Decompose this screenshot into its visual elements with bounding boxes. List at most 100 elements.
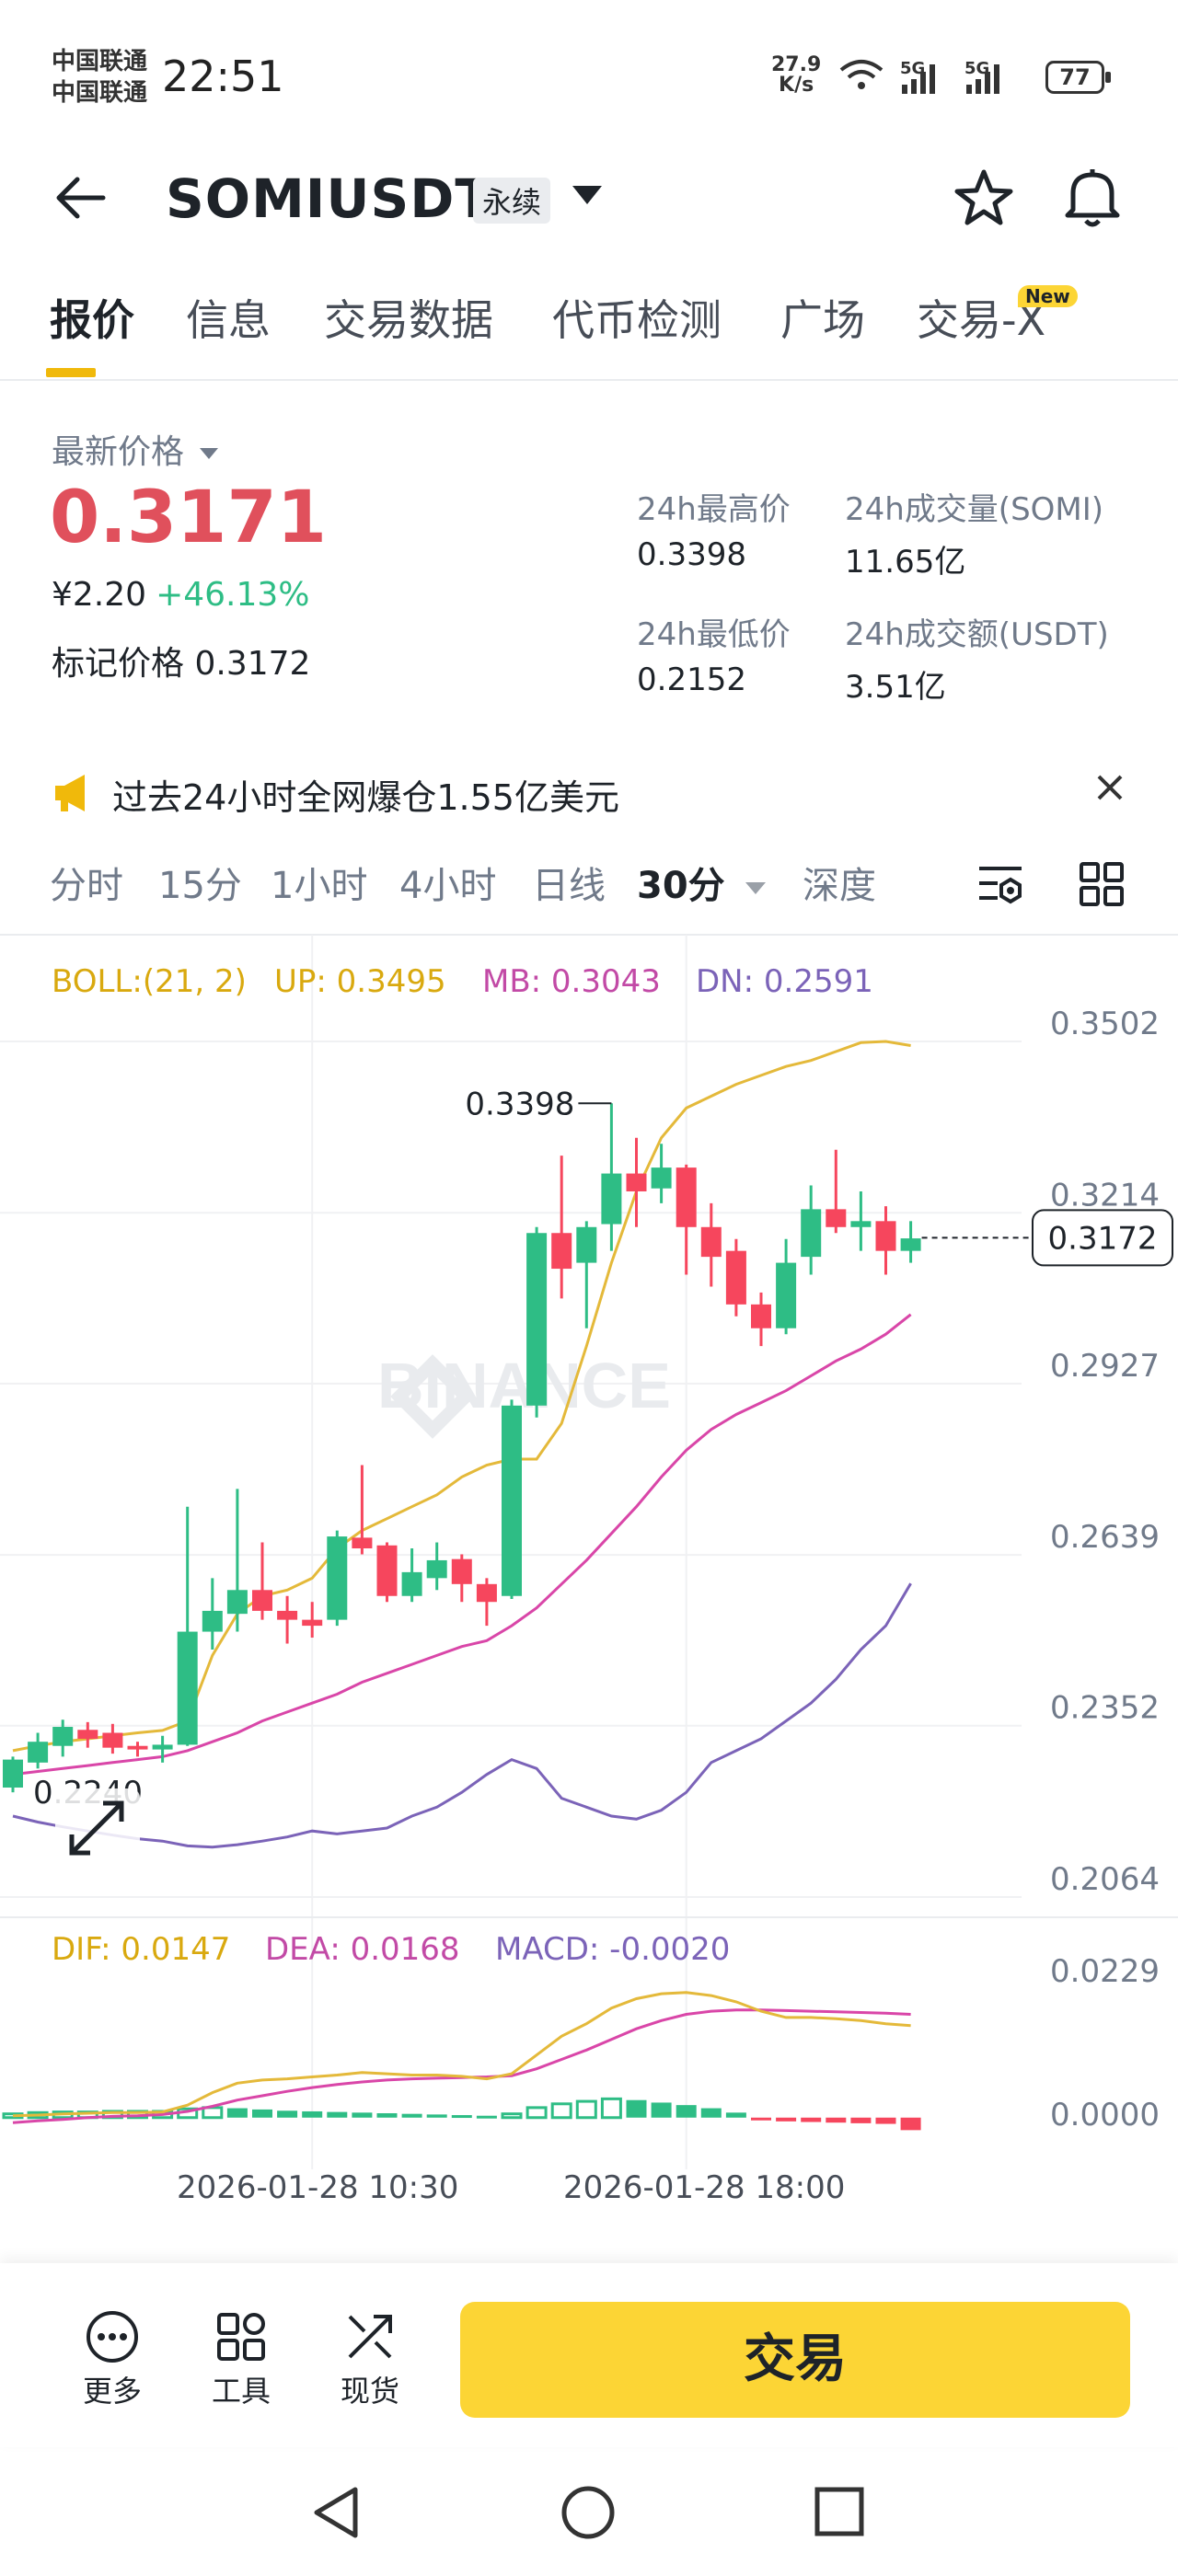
candle-body (352, 1537, 373, 1549)
current-price-tag: 0.3172 (1048, 1220, 1158, 1257)
stat-value: 11.65亿 (845, 544, 966, 581)
candle-body (875, 1221, 896, 1251)
carrier-labels: 中国联通 中国联通 (52, 46, 147, 109)
mark-price-label: 标记价格 (52, 645, 185, 683)
candle-body (28, 1742, 49, 1763)
close-banner-button[interactable] (1091, 769, 1128, 815)
macd-bar (476, 2115, 497, 2119)
back-button[interactable] (52, 175, 107, 233)
favorite-star-icon[interactable] (953, 167, 1014, 228)
boll-up-line (12, 1040, 911, 1753)
candle-body (451, 1558, 472, 1584)
candle-body (751, 1304, 771, 1328)
caret-down-icon (200, 448, 219, 459)
macd-bar (725, 2112, 746, 2118)
chart-settings-icon[interactable] (976, 863, 1025, 905)
grid-layout-icon[interactable] (1079, 861, 1125, 907)
interval-depth[interactable]: 深度 (803, 865, 876, 907)
candle-body (277, 1610, 298, 1620)
candle-body (177, 1631, 198, 1745)
dea-line (12, 2008, 911, 2124)
caret-down-icon (745, 881, 766, 894)
stat-24h-amount: 24h成交额(USDT) 3.51亿 (845, 609, 1109, 707)
latest-price-label-text: 最新价格 (52, 433, 185, 471)
mark-price-value: 0.3172 (194, 645, 311, 683)
macd-bar (875, 2117, 896, 2124)
spot-button[interactable]: 现货 (315, 2309, 425, 2410)
high-marker-label: 0.3398 (465, 1086, 574, 1122)
macd-bar (401, 2113, 422, 2118)
candles (3, 1103, 921, 1793)
latest-price-label[interactable]: 最新价格 (52, 425, 219, 473)
macd-bar (252, 2109, 272, 2118)
megaphone-icon (55, 775, 85, 811)
candle-body (626, 1173, 647, 1191)
nav-back-icon[interactable] (309, 2484, 364, 2541)
network-speed-value: 27.9 (771, 53, 822, 76)
symbol-dropdown-icon[interactable] (572, 186, 602, 204)
status-time: 22:51 (162, 52, 284, 101)
price-tick: 0.2352 (1050, 1690, 1160, 1727)
expand-icon (69, 1800, 124, 1856)
nav-recents-icon[interactable] (814, 2486, 865, 2537)
macd-tick: 0.0229 (1050, 1953, 1160, 1990)
boll-mb-label: MB: 0.3043 (482, 963, 661, 1000)
nav-home-icon[interactable] (560, 2484, 617, 2541)
last-price: 0.3171 (50, 477, 327, 559)
kline-chart[interactable]: BINANCE BOLL:(21, 2) UP: 0.3495 MB: 0.30… (0, 933, 1178, 2169)
tab-token-check[interactable]: 代币检测 (552, 295, 722, 345)
candle-body (252, 1590, 272, 1611)
macd-bar (626, 2099, 647, 2118)
macd-bar (327, 2111, 348, 2118)
macd-panel: 0.0229 0.0000 (2, 1953, 1160, 2133)
tools-button[interactable]: 工具 (186, 2309, 296, 2410)
interval-time[interactable]: 分时 (50, 865, 123, 907)
interval-1d[interactable]: 日线 (532, 865, 606, 907)
candle-body (327, 1536, 348, 1620)
macd-bar (426, 2114, 447, 2118)
network-speed-unit: K/s (779, 74, 814, 97)
macd-bar (676, 2105, 697, 2118)
candle-body (476, 1583, 497, 1603)
network-speed: 27.9 K/s (771, 55, 821, 96)
expand-button[interactable] (55, 1788, 140, 1868)
candle-body (152, 1744, 173, 1750)
macd-bar (751, 2117, 771, 2121)
more-button[interactable]: 更多 (57, 2309, 167, 2410)
alert-bell-icon[interactable] (1062, 166, 1123, 230)
macd-bar (302, 2110, 323, 2118)
macd-bar (352, 2112, 373, 2118)
status-bar: 中国联通 中国联通 22:51 27.9 K/s 5G 5G 77 (0, 0, 1178, 156)
macd-bar (850, 2117, 872, 2123)
symbol-title[interactable]: SOMIUSDT (166, 167, 492, 230)
macd-bar (600, 2097, 622, 2120)
tab-quote[interactable]: 报价 (50, 295, 134, 345)
candle-body (376, 1545, 398, 1596)
price-tick: 0.2639 (1050, 1519, 1160, 1556)
dif-label: DIF: 0.0147 (52, 1931, 230, 1968)
price-tick: 0.3214 (1050, 1177, 1160, 1213)
interval-4h[interactable]: 4小时 (399, 865, 497, 907)
system-nav-bar (0, 2447, 1178, 2576)
macd-bar (900, 2117, 921, 2131)
main-tabs: 报价 信息 交易数据 代币检测 广场 交易-X (0, 287, 1178, 381)
tab-info[interactable]: 信息 (186, 295, 271, 345)
trade-button[interactable]: 交易 (460, 2302, 1130, 2418)
price-tick: 0.2927 (1050, 1348, 1160, 1385)
time-tick: 2026-01-28 18:00 (563, 2169, 846, 2206)
new-badge: New (1018, 285, 1078, 307)
interval-1h[interactable]: 1小时 (271, 865, 368, 907)
liquidation-banner[interactable] (0, 754, 1178, 837)
interval-30m[interactable]: 30分 (637, 856, 766, 909)
chart-grid (0, 935, 1022, 2169)
stat-label: 24h最高价 (637, 491, 791, 528)
signal2-label: 5G (964, 59, 989, 78)
tab-trading-data[interactable]: 交易数据 (324, 295, 493, 345)
cell-signal-1-icon (902, 64, 935, 94)
tools-label: 工具 (211, 2374, 271, 2409)
price-tick: 0.3502 (1050, 1006, 1160, 1042)
macd-bar (651, 2102, 672, 2118)
interval-15m[interactable]: 15分 (158, 865, 242, 907)
candle-body (226, 1590, 248, 1615)
tab-square[interactable]: 广场 (780, 295, 865, 345)
